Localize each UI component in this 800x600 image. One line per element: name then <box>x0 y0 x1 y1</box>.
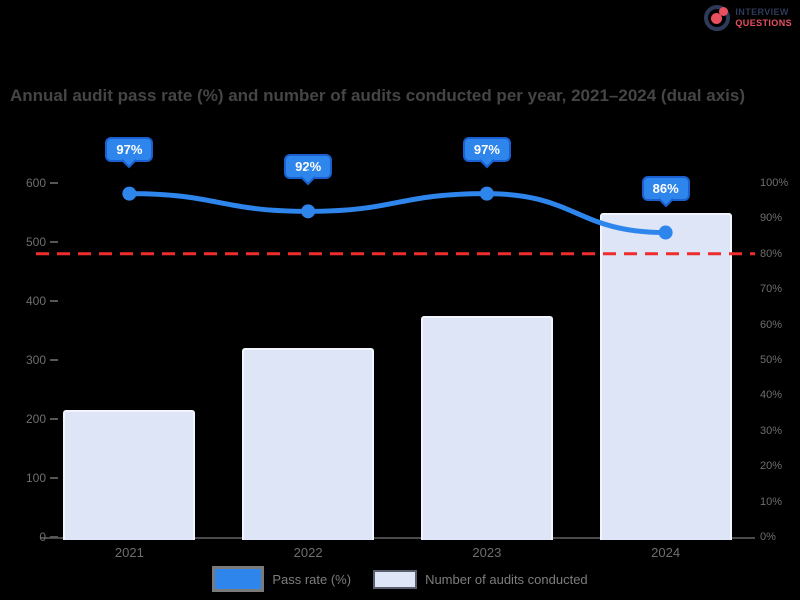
point-label-2024: 86% <box>641 175 690 201</box>
left-axis-tick-label: 500 <box>25 235 46 249</box>
point-label-2022: 92% <box>284 154 333 180</box>
left-axis-tick-label: 200 <box>25 412 46 426</box>
right-axis-tick-label: 70% <box>760 283 783 296</box>
data-point-2023 <box>479 186 494 201</box>
x-axis-label-2024: 2024 <box>651 545 681 560</box>
right-axis-tick-label: 40% <box>760 389 783 402</box>
left-axis-tick-mark <box>50 477 58 479</box>
logo-text-line1: INTERVIEW <box>735 7 789 18</box>
right-axis-tick-label: 30% <box>760 424 783 437</box>
logo-dot-icon <box>711 13 723 24</box>
bar-2023 <box>420 315 553 540</box>
point-label-2023: 97% <box>462 136 511 162</box>
left-axis-tick-mark <box>50 418 58 420</box>
right-axis-tick-label: 90% <box>760 212 783 225</box>
left-axis-tick-label: 100 <box>25 471 46 485</box>
logo-text: INTERVIEW QUESTIONS <box>735 7 792 29</box>
right-axis-tick-label: 60% <box>760 318 783 331</box>
chart-title: Annual audit pass rate (%) and number of… <box>10 86 745 105</box>
left-axis-tick-label: 600 <box>25 176 46 190</box>
legend-item-pass-rate: Pass rate (%) <box>212 566 351 592</box>
left-axis-tick-label: 0 <box>39 530 46 544</box>
right-axis-tick-label: 0% <box>760 531 776 543</box>
legend-swatch-line <box>212 566 265 592</box>
legend-swatch-bars <box>373 569 418 589</box>
data-point-2024 <box>658 225 673 240</box>
legend: Pass rate (%) Number of audits conducted <box>0 566 800 592</box>
x-axis-label-2022: 2022 <box>293 545 323 560</box>
logo-text-line2: QUESTIONS <box>735 18 792 28</box>
left-axis-tick-mark <box>50 182 58 184</box>
point-label-2021: 97% <box>105 136 154 162</box>
logo-arc-icon <box>719 7 729 16</box>
left-axis-tick-mark <box>50 241 58 243</box>
right-axis-tick-label: 50% <box>760 354 783 366</box>
data-point-2021 <box>122 186 137 201</box>
right-axis-tick-label: 100% <box>760 177 789 189</box>
right-axis-tick-label: 10% <box>760 495 783 508</box>
legend-label-bars: Number of audits conducted <box>425 571 588 587</box>
bar-2024 <box>599 212 732 540</box>
left-axis-tick-label: 300 <box>25 353 46 367</box>
left-axis-tick-mark <box>50 536 58 538</box>
x-axis-line <box>40 537 755 539</box>
logo-icon <box>704 5 731 31</box>
x-axis-label-2023: 2023 <box>472 545 502 560</box>
left-axis-tick-label: 400 <box>25 294 46 308</box>
pass-rate-line <box>126 191 669 236</box>
legend-label-line: Pass rate (%) <box>272 571 352 587</box>
bar-2021 <box>63 410 196 540</box>
right-axis-tick-label: 20% <box>760 460 783 473</box>
data-point-2022 <box>301 204 316 219</box>
left-axis-tick-mark <box>50 300 58 302</box>
legend-item-audits: Number of audits conducted <box>373 569 588 589</box>
x-axis-label-2021: 2021 <box>114 545 144 560</box>
logo: INTERVIEW QUESTIONS <box>704 5 792 31</box>
left-axis-tick-mark <box>50 359 58 361</box>
right-axis-tick-label: 80% <box>760 247 783 260</box>
bar-2022 <box>242 348 375 540</box>
